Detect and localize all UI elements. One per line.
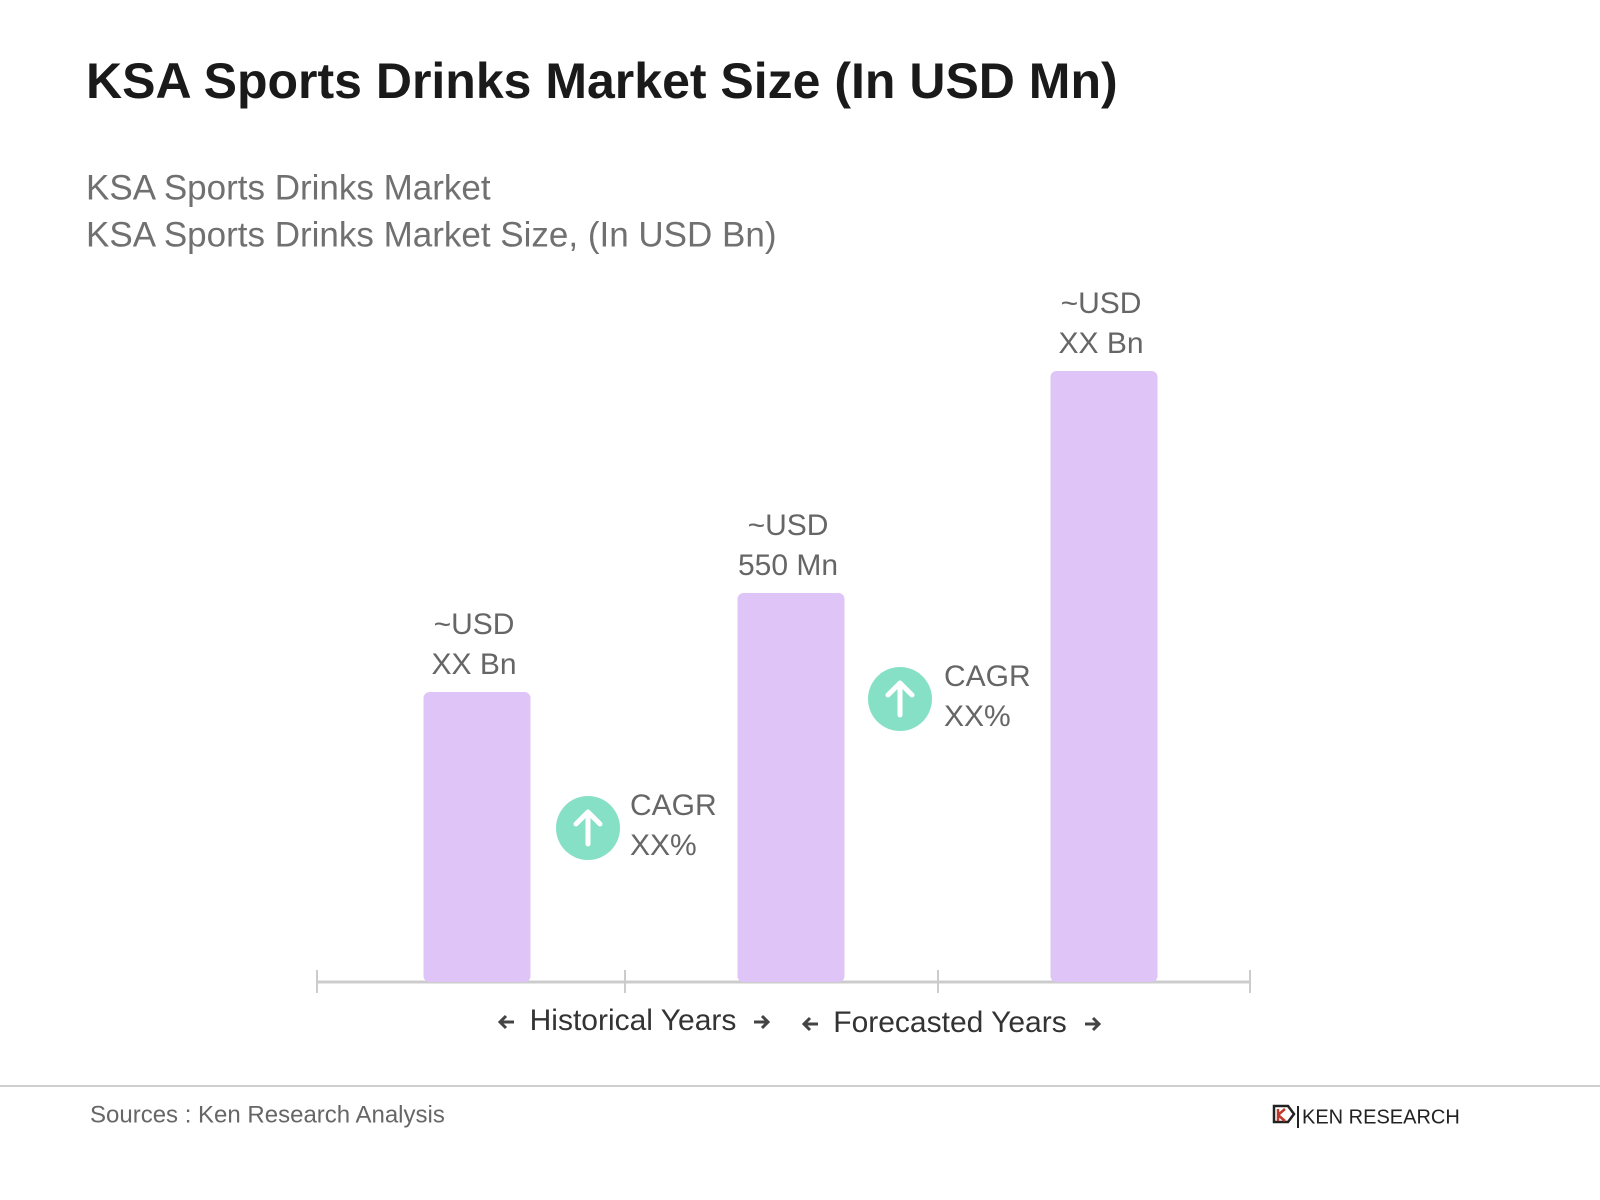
brand-name: KEN RESEARCH	[1302, 1106, 1460, 1128]
cagr-label: CAGR	[944, 660, 1031, 693]
bar	[423, 692, 531, 982]
value-label: XX Bn	[431, 648, 516, 681]
value-label: XX Bn	[1058, 327, 1143, 360]
cagr-label: XX%	[630, 829, 697, 862]
cagr-label: XX%	[944, 700, 1011, 733]
bar	[1050, 371, 1158, 982]
value-label: 550 Mn	[738, 549, 838, 582]
cagr-arrow	[885, 680, 915, 718]
axis-ticks	[316, 970, 1251, 993]
period-arrows	[497, 1014, 1102, 1032]
bar	[737, 593, 845, 982]
chart-title: KSA Sports Drinks Market Size (In USD Mn…	[86, 53, 1118, 109]
cagr-arrow	[573, 809, 603, 847]
period-label: Forecasted Years	[833, 1006, 1066, 1039]
value-label: ~USD	[434, 608, 515, 641]
cagr-label: CAGR	[630, 789, 717, 822]
brand-logo	[1272, 1104, 1299, 1128]
chart-subtitle: KSA Sports Drinks Market Size, (In USD B…	[86, 215, 776, 254]
source: Sources : Ken Research Analysis	[90, 1101, 445, 1128]
period-label: Historical Years	[530, 1004, 737, 1037]
value-label: ~USD	[748, 509, 829, 542]
chart-subtitle: KSA Sports Drinks Market	[86, 168, 491, 207]
value-label: ~USD	[1061, 287, 1142, 320]
